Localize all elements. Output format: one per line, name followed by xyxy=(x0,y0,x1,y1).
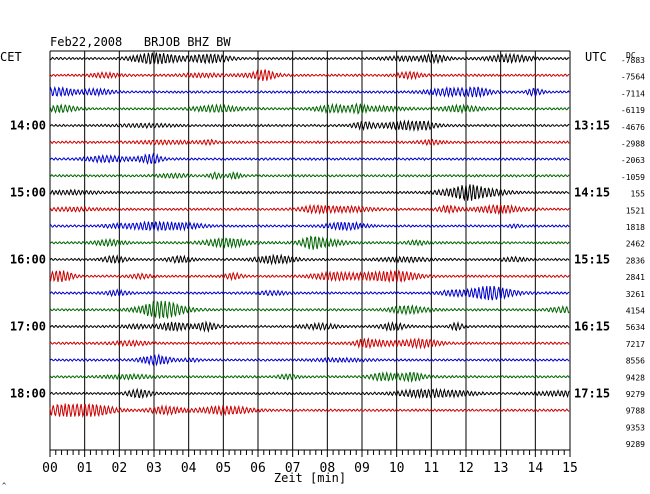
seismogram-trace xyxy=(49,253,570,266)
x-tick-label: 10 xyxy=(389,461,405,476)
seismogram-trace xyxy=(49,52,570,66)
seismogram-trace xyxy=(49,171,570,181)
x-tick-label: 15 xyxy=(562,461,578,476)
dc-offset-value: 9788 xyxy=(626,407,645,416)
seismogram-trace xyxy=(49,403,570,419)
dc-offset-value: 1521 xyxy=(626,206,645,215)
x-tick-label: 13 xyxy=(493,461,509,476)
x-tick-label: 11 xyxy=(424,461,440,476)
dc-offset-value: -2063 xyxy=(621,156,645,165)
seismogram-trace xyxy=(49,203,570,216)
dc-offset-value: 1818 xyxy=(626,223,645,232)
utc-time-label: 17:15 xyxy=(574,387,610,401)
seismogram-trace xyxy=(49,353,570,367)
x-tick-label: 06 xyxy=(250,461,266,476)
dc-offset-value: -7114 xyxy=(621,89,645,98)
seismogram-trace xyxy=(49,387,570,400)
right-timezone-label: UTC xyxy=(585,50,607,64)
cet-time-label: 17:00 xyxy=(10,320,46,334)
seismogram-trace xyxy=(49,138,570,147)
cet-time-label: 16:00 xyxy=(10,253,46,267)
cet-time-label: 15:00 xyxy=(10,186,46,200)
dc-offset-value: 5634 xyxy=(626,323,645,332)
seismogram-trace xyxy=(49,119,570,132)
dc-offset-value: -6119 xyxy=(621,106,645,115)
seismogram-trace xyxy=(49,69,570,81)
seismogram-trace xyxy=(49,184,570,202)
chart-title: Feb22,2008 BRJOB BHZ BW xyxy=(50,35,231,49)
left-timezone-label: CET xyxy=(0,50,22,64)
cet-time-label: 18:00 xyxy=(10,387,46,401)
seismogram-trace xyxy=(49,320,570,333)
x-tick-label: 14 xyxy=(528,461,544,476)
utc-time-label: 15:15 xyxy=(574,253,610,267)
seismogram-trace xyxy=(49,371,570,384)
seismogram-trace xyxy=(49,102,570,115)
dc-offset-value: 9289 xyxy=(626,440,645,449)
time-labels: 14:00 15:00 16:00 17:00 18:00 13:15 14:15 15:15… xyxy=(10,119,610,401)
dc-offset-value: -7564 xyxy=(621,73,645,82)
dc-offset-value: -7883 xyxy=(621,56,645,65)
seismogram-trace xyxy=(49,300,570,320)
dc-offset-labels: -7883 -7564 -7114 -6119 -4676 -2988 -2063 -1059… xyxy=(621,56,645,449)
seismogram-traces xyxy=(49,52,570,419)
dc-offset-value: 2841 xyxy=(626,273,645,282)
x-tick-label: 03 xyxy=(146,461,162,476)
x-axis-label: Zeit [min] xyxy=(274,471,346,485)
dc-offset-value: -4676 xyxy=(621,123,645,132)
x-tick-label: 09 xyxy=(354,461,370,476)
x-tick-label: 12 xyxy=(458,461,474,476)
dc-offset-value: 8556 xyxy=(626,357,645,366)
x-tick-label: 07 xyxy=(285,461,301,476)
dc-offset-value: 9428 xyxy=(626,373,645,382)
x-axis: 00 01 02 03 04 05 06 07 08 09 10 11 12 13 14 15 xyxy=(42,449,578,476)
x-tick-label: 00 xyxy=(42,461,58,476)
seismogram-trace xyxy=(49,85,570,99)
seismogram-trace xyxy=(49,337,570,350)
dc-offset-value: 3261 xyxy=(626,290,645,299)
dc-offset-value: -1059 xyxy=(621,173,645,182)
x-tick-label: 08 xyxy=(320,461,336,476)
utc-time-label: 13:15 xyxy=(574,119,610,133)
seismogram-trace xyxy=(49,220,570,233)
dc-offset-value: -2988 xyxy=(621,140,645,149)
dc-offset-value: 9279 xyxy=(626,390,645,399)
corner-mark: ^ xyxy=(2,482,6,490)
utc-time-label: 14:15 xyxy=(574,186,610,200)
dc-offset-value: 2836 xyxy=(626,256,645,265)
dc-column-label: DC xyxy=(626,51,636,60)
x-tick-label: 04 xyxy=(181,461,197,476)
seismogram-trace xyxy=(49,235,570,250)
cet-time-label: 14:00 xyxy=(10,119,46,133)
dc-offset-value: 9353 xyxy=(626,423,645,432)
dc-offset-value: 2462 xyxy=(626,240,645,249)
x-tick-label: 01 xyxy=(77,461,93,476)
dc-offset-value: 155 xyxy=(631,190,646,199)
x-tick-label: 05 xyxy=(216,461,232,476)
grid-lines xyxy=(49,50,571,450)
dc-offset-value: 7217 xyxy=(626,340,645,349)
seismogram-trace xyxy=(49,152,570,166)
x-tick-label: 02 xyxy=(112,461,128,476)
seismogram-trace xyxy=(49,269,570,284)
seismogram-trace xyxy=(49,285,570,301)
dc-offset-value: 4154 xyxy=(626,307,645,316)
utc-time-label: 16:15 xyxy=(574,320,610,334)
